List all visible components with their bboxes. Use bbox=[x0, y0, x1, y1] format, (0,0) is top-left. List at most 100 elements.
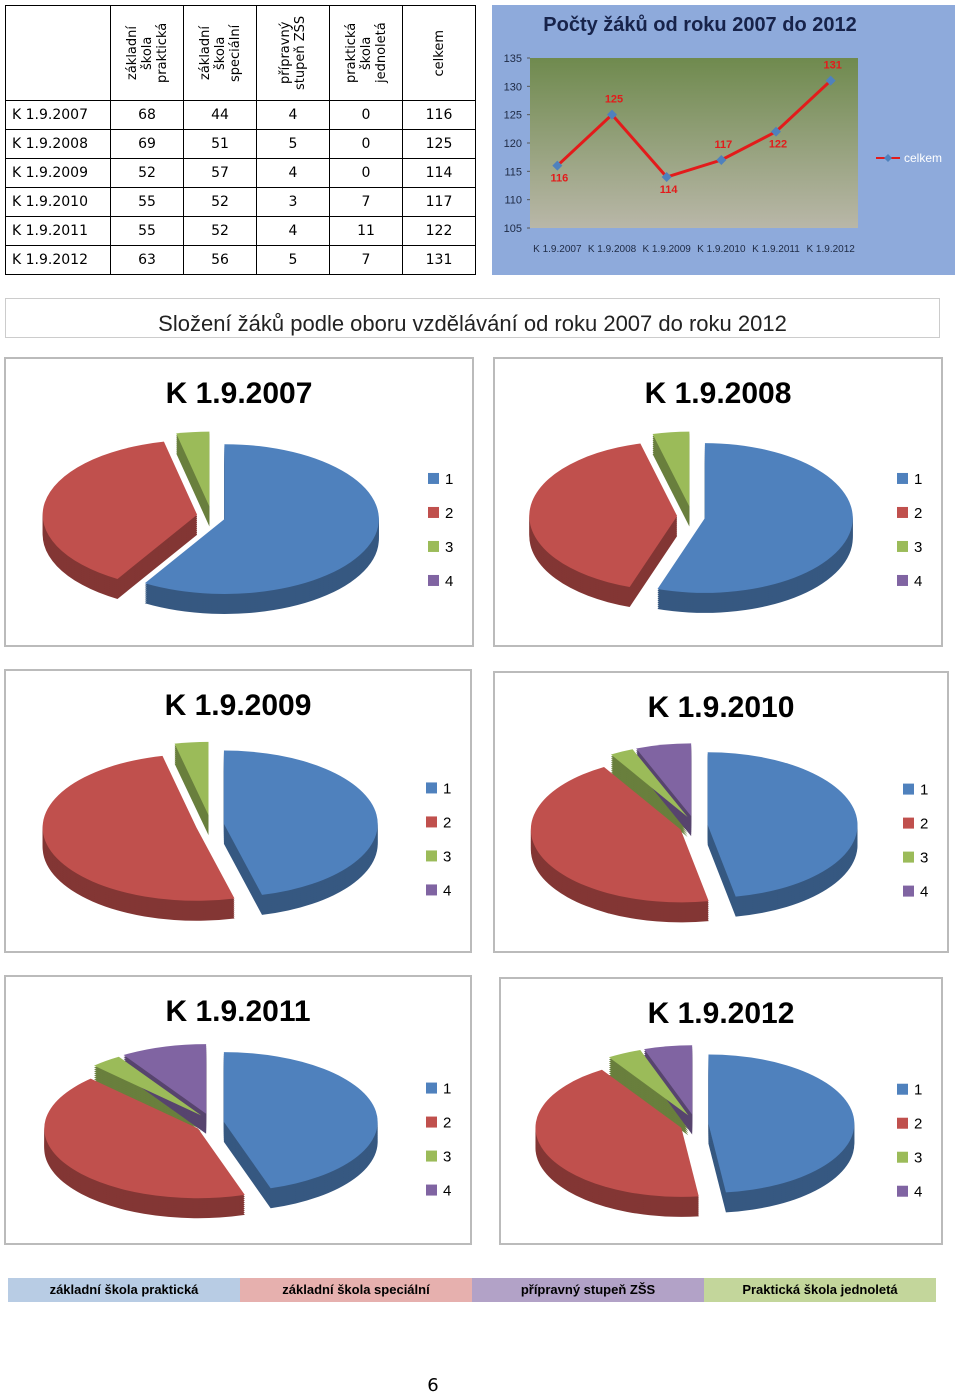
y-tick-label: 105 bbox=[504, 223, 522, 235]
slice bbox=[610, 749, 688, 818]
chart-title: Počty žáků od roku 2007 do 2012 bbox=[543, 14, 856, 36]
cell: 51 bbox=[183, 129, 257, 159]
legend-swatch bbox=[426, 1082, 437, 1094]
slice bbox=[123, 1044, 207, 1114]
page-number: 6 bbox=[427, 1375, 439, 1396]
cell: 68 bbox=[110, 100, 184, 130]
cell: 125 bbox=[402, 129, 476, 159]
y-tick-label: 125 bbox=[504, 110, 522, 122]
x-tick-label: K 1.9.2007 bbox=[533, 244, 582, 255]
row-label: K 1.9.2010 bbox=[5, 187, 111, 217]
slice bbox=[535, 1069, 699, 1197]
legend-swatch bbox=[426, 1184, 437, 1196]
data-label: 125 bbox=[605, 94, 623, 106]
slice bbox=[94, 1056, 202, 1116]
y-tick-label: 135 bbox=[504, 53, 522, 65]
legend-swatch bbox=[428, 574, 439, 586]
row-label: K 1.9.2011 bbox=[5, 216, 111, 246]
legend-label: 3 bbox=[443, 848, 451, 865]
slice bbox=[608, 1050, 689, 1116]
slice bbox=[42, 755, 235, 901]
legend-label: celkem bbox=[904, 151, 942, 165]
section-title: Složení žáků podle oboru vzdělávání od r… bbox=[5, 298, 940, 338]
legend-label: 3 bbox=[443, 1149, 451, 1166]
legend-swatch bbox=[428, 472, 439, 484]
data-label: 122 bbox=[769, 139, 787, 151]
row-label: K 1.9.2012 bbox=[5, 245, 111, 275]
legend-label: 2 bbox=[443, 814, 451, 831]
legend-cell: základní škola speciální bbox=[240, 1278, 472, 1302]
legend-swatch bbox=[428, 506, 439, 518]
data-label: 116 bbox=[550, 173, 568, 185]
cell: 0 bbox=[329, 100, 403, 130]
legend-label: 2 bbox=[914, 505, 922, 522]
legend-cell: základní škola praktická bbox=[8, 1278, 240, 1302]
cell: 63 bbox=[110, 245, 184, 275]
x-tick-label: K 1.9.2012 bbox=[806, 244, 855, 255]
column-header: praktická škola jednoletá bbox=[329, 5, 403, 101]
cell: 11 bbox=[329, 216, 403, 246]
row-label: K 1.9.2007 bbox=[5, 100, 111, 130]
cell: 44 bbox=[183, 100, 257, 130]
row-label: K 1.9.2009 bbox=[5, 158, 111, 188]
slice bbox=[530, 766, 709, 903]
cell: 52 bbox=[110, 158, 184, 188]
slice bbox=[708, 1054, 855, 1193]
cell: 4 bbox=[256, 100, 330, 130]
legend-label: 1 bbox=[445, 471, 453, 488]
legend-swatch bbox=[428, 540, 439, 552]
cell: 4 bbox=[256, 216, 330, 246]
legend-swatch bbox=[426, 850, 437, 862]
legend-label: 2 bbox=[914, 1116, 922, 1133]
legend-cell: Praktická škola jednoletá bbox=[704, 1278, 936, 1302]
slice bbox=[44, 1078, 245, 1199]
slice bbox=[707, 752, 858, 897]
cell: 131 bbox=[402, 245, 476, 275]
marker bbox=[771, 126, 781, 137]
legend-swatch bbox=[897, 1185, 908, 1197]
marker bbox=[661, 172, 672, 182]
cell: 5 bbox=[256, 245, 330, 275]
legend-swatch bbox=[903, 851, 914, 863]
table-row: K 1.9.2010 55 52 3 7 117 bbox=[5, 187, 476, 217]
table-row: K 1.9.2011 55 52 4 11 122 bbox=[5, 216, 476, 246]
table-row: K 1.9.2012 63 56 5 7 131 bbox=[5, 245, 476, 275]
legend-label: 2 bbox=[920, 816, 928, 833]
chart-title: K 1.9.2010 bbox=[648, 691, 795, 724]
x-tick-label: K 1.9.2011 bbox=[752, 244, 800, 255]
line bbox=[556, 79, 832, 179]
legend-swatch bbox=[897, 1117, 908, 1129]
cell: 3 bbox=[256, 187, 330, 217]
legend-label: 4 bbox=[445, 573, 453, 590]
slice bbox=[636, 743, 692, 817]
legend-swatch bbox=[897, 540, 908, 552]
legend-label: 4 bbox=[443, 1183, 451, 1200]
data-label: 114 bbox=[660, 184, 679, 196]
legend-label: 3 bbox=[914, 539, 922, 556]
slice bbox=[42, 441, 198, 579]
legend-swatch bbox=[903, 885, 914, 897]
slice bbox=[176, 431, 210, 507]
table-row: K 1.9.2007 68 44 4 0 116 bbox=[5, 100, 476, 130]
table-row: K 1.9.2009 52 57 4 0 114 bbox=[5, 158, 476, 188]
column-header: základní škola speciální bbox=[183, 5, 257, 101]
legend-swatch bbox=[426, 884, 437, 896]
slice bbox=[223, 1052, 378, 1189]
data-label: 117 bbox=[714, 139, 732, 151]
cell: 69 bbox=[110, 129, 184, 159]
legend-marker bbox=[884, 154, 892, 162]
legend-label: 1 bbox=[914, 471, 922, 488]
legend-label: 3 bbox=[920, 850, 928, 867]
legend-label: 4 bbox=[920, 884, 928, 901]
slice bbox=[223, 750, 378, 895]
x-tick-label: K 1.9.2009 bbox=[642, 244, 691, 255]
cell: 7 bbox=[329, 245, 403, 275]
data-label: 131 bbox=[823, 60, 841, 72]
row-label: K 1.9.2008 bbox=[5, 129, 111, 159]
legend-swatch bbox=[903, 783, 914, 795]
chart-title: K 1.9.2011 bbox=[165, 995, 310, 1028]
cell: 5 bbox=[256, 129, 330, 159]
corner bbox=[5, 5, 111, 101]
cell: 0 bbox=[329, 129, 403, 159]
chart-title: K 1.9.2008 bbox=[645, 377, 792, 410]
